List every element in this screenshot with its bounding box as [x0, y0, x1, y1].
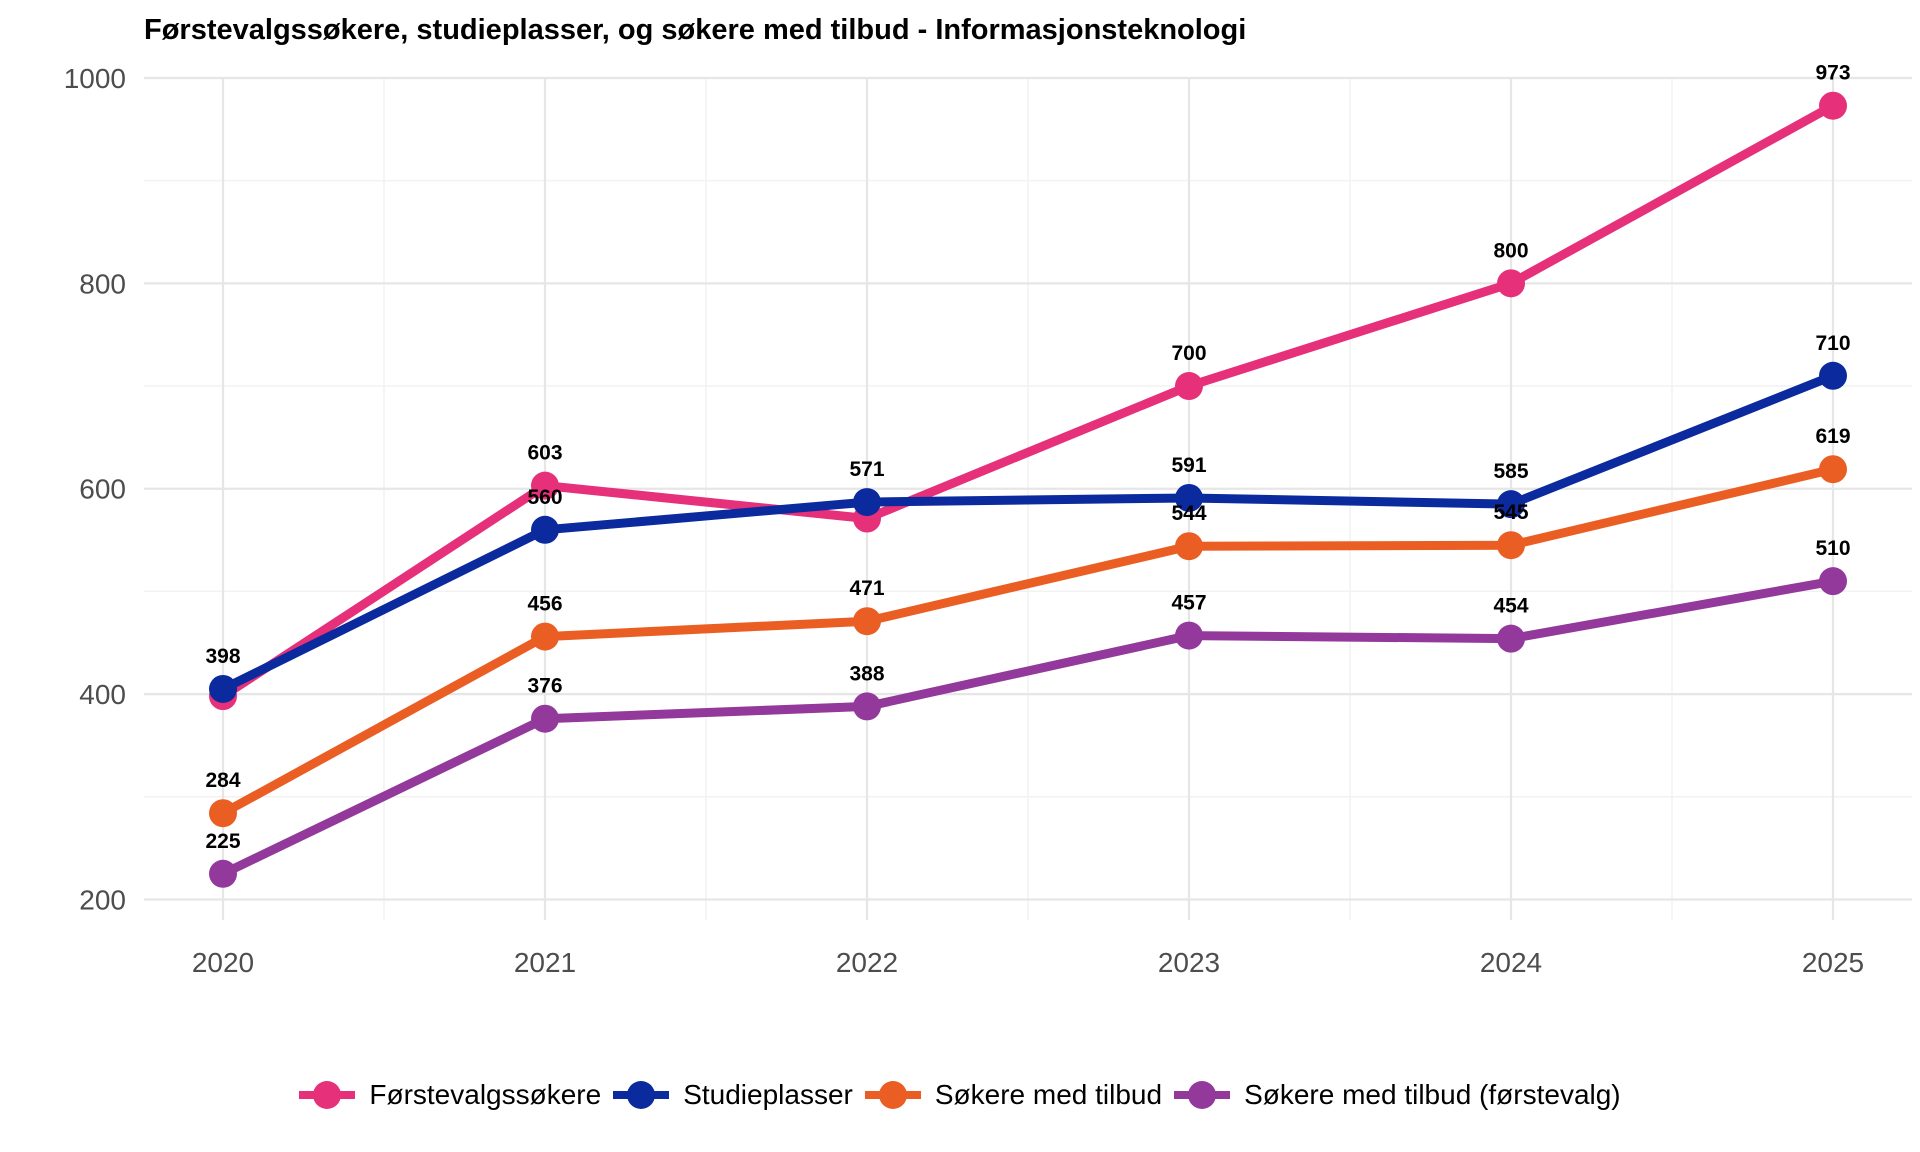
data-label: 388	[849, 662, 884, 685]
data-label: 456	[527, 593, 562, 616]
x-tick-label: 2022	[836, 947, 898, 978]
data-label: 545	[1493, 501, 1528, 524]
data-point	[1819, 361, 1847, 390]
chart-title: Førstevalgssøkere, studieplasser, og søk…	[144, 14, 1247, 46]
data-label: 510	[1815, 537, 1850, 560]
x-tick-label: 2023	[1158, 947, 1220, 978]
data-point	[209, 674, 237, 703]
y-tick-label: 800	[79, 268, 126, 299]
x-axis-tick-labels: 2020 2021 2022 2023 2024 2025	[192, 947, 1864, 978]
data-label: 571	[849, 458, 884, 481]
legend-item: Førstevalgssøkere	[299, 1078, 601, 1112]
data-label: 398	[205, 645, 240, 668]
data-label: 591	[1171, 454, 1206, 477]
legend-label: Studieplasser	[683, 1079, 853, 1110]
legend-key	[1174, 1078, 1231, 1112]
data-point	[1819, 567, 1847, 596]
x-tick-label: 2025	[1802, 947, 1864, 978]
series-line	[218, 576, 1838, 879]
data-point	[853, 607, 881, 636]
data-label: 603	[527, 442, 562, 465]
data-point	[531, 515, 559, 544]
legend-label: Søkere med tilbud	[934, 1079, 1163, 1110]
grid-minor	[144, 78, 1912, 920]
data-point	[531, 622, 559, 651]
data-point	[209, 799, 237, 828]
data-point	[1175, 621, 1203, 650]
series-line	[218, 464, 1838, 818]
x-tick-label: 2021	[514, 947, 576, 978]
data-label: 457	[1171, 592, 1206, 615]
series-lines	[218, 101, 1838, 879]
legend-key	[613, 1078, 670, 1112]
data-label: 973	[1815, 62, 1850, 85]
legend-item: Søkere med tilbud (førstevalg)	[1174, 1078, 1621, 1112]
data-label: 585	[1493, 460, 1528, 483]
data-label: 284	[205, 769, 240, 792]
data-point	[1175, 483, 1203, 512]
y-tick-label: 400	[79, 679, 126, 710]
legend: Førstevalgssøkere Studieplasser Søkere med…	[0, 1078, 1920, 1112]
data-point	[853, 488, 881, 517]
legend-key	[299, 1078, 356, 1112]
data-point	[1175, 532, 1203, 561]
data-point	[531, 704, 559, 733]
data-label: 454	[1493, 595, 1528, 618]
data-label: 376	[527, 675, 562, 698]
data-label: 619	[1815, 425, 1850, 448]
data-point	[1497, 269, 1525, 298]
data-point	[209, 859, 237, 888]
data-label: 544	[1171, 502, 1206, 525]
data-label: 225	[205, 830, 240, 853]
series-points	[209, 91, 1847, 888]
data-point	[1497, 531, 1525, 560]
legend-key	[864, 1078, 921, 1112]
data-point	[853, 692, 881, 721]
data-point	[1819, 455, 1847, 484]
y-tick-label: 1000	[64, 63, 126, 94]
x-tick-label: 2024	[1480, 947, 1542, 978]
data-point	[1497, 490, 1525, 519]
data-label: 471	[849, 577, 884, 600]
series-line	[218, 101, 1838, 701]
data-label: 710	[1815, 332, 1850, 355]
legend-label: Førstevalgssøkere	[369, 1079, 602, 1110]
legend-label: Søkere med tilbud (førstevalg)	[1244, 1079, 1621, 1110]
data-label: 700	[1171, 342, 1206, 365]
series-line	[218, 371, 1838, 694]
y-axis-tick-labels: 200 400 600 800 1000	[64, 63, 126, 915]
data-point	[1497, 624, 1525, 653]
x-tick-label: 2020	[192, 947, 254, 978]
data-point	[531, 471, 559, 500]
data-labels: 603 700 800 973 398 560 571 591 585 710 284 456 471 5…	[205, 62, 1850, 853]
data-point	[1819, 91, 1847, 120]
y-tick-label: 200	[79, 884, 126, 915]
y-tick-label: 600	[79, 474, 126, 505]
legend-item: Studieplasser	[613, 1078, 853, 1112]
data-point	[1175, 372, 1203, 401]
data-label: 800	[1493, 239, 1528, 262]
data-label: 560	[527, 486, 562, 509]
legend-item: Søkere med tilbud	[864, 1078, 1163, 1112]
